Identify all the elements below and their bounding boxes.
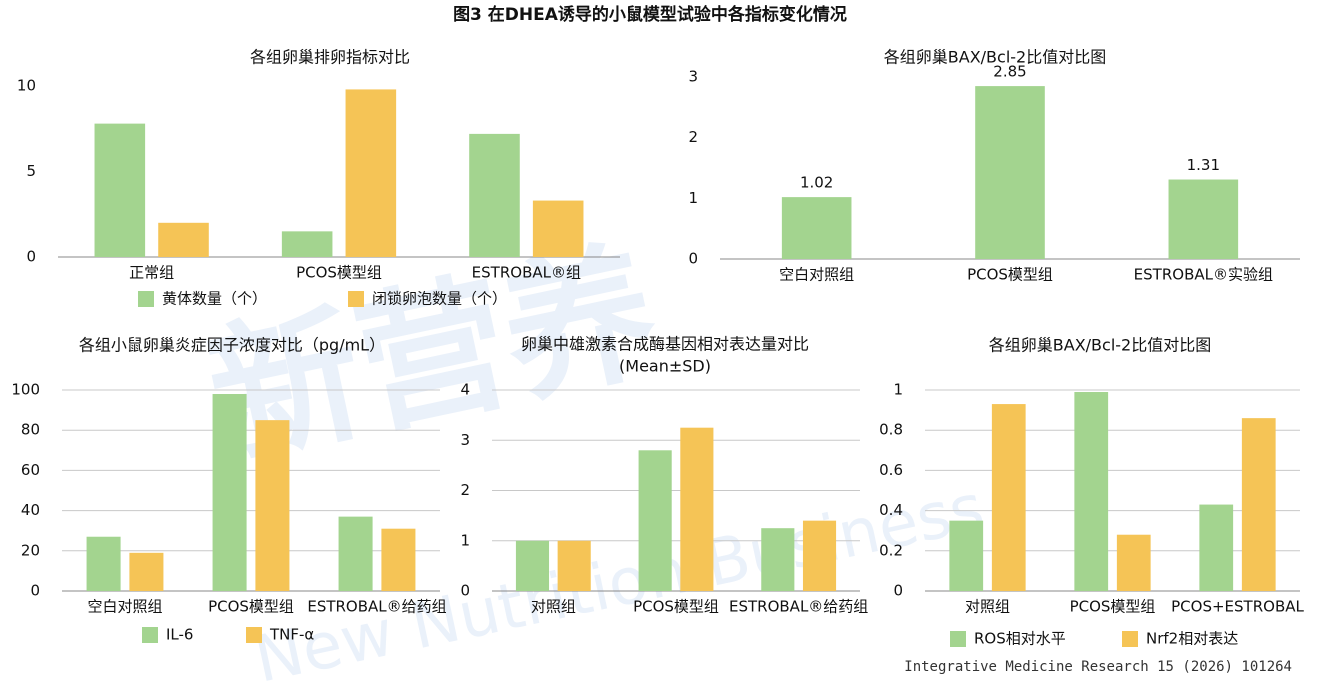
x-tick-label: PCOS模型组 [1070, 598, 1156, 616]
bar [761, 528, 795, 591]
x-tick-label: ESTROBAL®给药组 [307, 598, 446, 616]
y-tick-label: 2 [460, 481, 470, 499]
x-tick-label: PCOS模型组 [633, 598, 719, 616]
y-tick-label: 0.8 [879, 421, 903, 439]
bar [345, 89, 397, 257]
chart-title: 各组小鼠卵巢炎症因子浓度对比（pg/mL） [79, 336, 385, 355]
data-label: 1.31 [1187, 156, 1220, 174]
bar [515, 540, 550, 591]
y-tick-label: 1 [460, 531, 470, 549]
legend-swatch [246, 627, 262, 643]
bar [781, 197, 852, 259]
bar [975, 86, 1045, 259]
bar [255, 420, 290, 591]
x-tick-label: ESTROBAL®实验组 [1134, 266, 1273, 284]
bar [86, 536, 121, 591]
chart-title: 各组卵巢BAX/Bcl-2比值对比图 [989, 336, 1211, 355]
legend-swatch [142, 627, 158, 643]
figure-title: 图3 在DHEA诱导的小鼠模型试验中各指标变化情况 [453, 4, 847, 25]
x-tick-label: 正常组 [129, 264, 174, 282]
x-tick-label: PCOS模型组 [208, 598, 294, 616]
bar [469, 133, 520, 257]
bar [802, 520, 837, 591]
bar [1168, 179, 1239, 259]
bar [638, 450, 672, 591]
y-tick-label: 0 [26, 248, 36, 266]
legend-label: Nrf2相对表达 [1146, 630, 1238, 648]
x-tick-label: 空白对照组 [779, 266, 854, 284]
y-tick-label: 10 [17, 77, 36, 95]
bar [281, 231, 333, 257]
x-tick-label: 对照组 [965, 598, 1010, 616]
bar [129, 552, 164, 591]
legend-swatch [950, 631, 966, 647]
y-tick-label: 60 [21, 461, 40, 479]
bar [1074, 392, 1109, 591]
data-label: 2.85 [993, 63, 1026, 81]
bar [1241, 418, 1276, 591]
bar [680, 427, 714, 591]
bar [338, 516, 373, 591]
y-tick-label: 0 [688, 250, 698, 268]
bar [212, 394, 247, 591]
y-tick-label: 2 [688, 128, 698, 146]
legend-swatch [348, 291, 364, 307]
bar [949, 520, 984, 591]
y-tick-label: 0.6 [879, 461, 903, 479]
y-tick-label: 40 [21, 501, 40, 519]
legend-swatch [1122, 631, 1138, 647]
bar [557, 540, 591, 591]
legend-label: IL-6 [166, 626, 193, 644]
x-tick-label: PCOS模型组 [296, 264, 382, 282]
y-tick-label: 0 [893, 582, 903, 600]
data-label: 1.02 [800, 174, 833, 192]
bar [1116, 534, 1151, 591]
x-tick-label: PCOS+ESTROBAL [1171, 598, 1304, 616]
chart-title: 各组卵巢排卵指标对比 [250, 48, 410, 67]
bar [94, 123, 146, 258]
y-tick-label: 80 [21, 421, 40, 439]
x-tick-label: 对照组 [531, 598, 576, 616]
bar [991, 404, 1026, 591]
bar [158, 222, 209, 257]
bar [532, 200, 584, 257]
legend-label: ROS相对水平 [974, 630, 1066, 648]
y-tick-label: 3 [688, 68, 698, 86]
legend-label: TNF-α [269, 626, 314, 644]
y-tick-label: 1 [893, 381, 903, 399]
bar [1199, 504, 1234, 591]
chart-subtitle: (Mean±SD) [619, 357, 711, 376]
y-tick-label: 0.4 [879, 501, 903, 519]
source: Integrative Medicine Research 15 (2026) … [904, 659, 1292, 675]
x-tick-label: 空白对照组 [87, 598, 162, 616]
y-tick-label: 0 [460, 582, 470, 600]
x-tick-label: PCOS模型组 [967, 266, 1053, 284]
y-tick-label: 1 [688, 189, 698, 207]
bar [381, 528, 416, 591]
y-tick-label: 4 [460, 381, 470, 399]
y-tick-label: 20 [21, 541, 40, 559]
legend-label: 黄体数量（个） [162, 290, 267, 308]
chart-title: 各组卵巢BAX/Bcl-2比值对比图 [884, 48, 1106, 67]
legend-label: 闭锁卵泡数量（个） [372, 290, 507, 308]
chart-title: 卵巢中雄激素合成酶基因相对表达量对比 [521, 335, 809, 354]
y-tick-label: 0 [30, 582, 40, 600]
x-tick-label: ESTROBAL®组 [472, 264, 581, 282]
y-tick-label: 3 [460, 431, 470, 449]
y-tick-label: 5 [26, 162, 36, 180]
y-tick-label: 0.2 [879, 541, 903, 559]
x-tick-label: ESTROBAL®给药组 [729, 598, 868, 616]
y-tick-label: 100 [11, 381, 40, 399]
legend-swatch [138, 291, 154, 307]
